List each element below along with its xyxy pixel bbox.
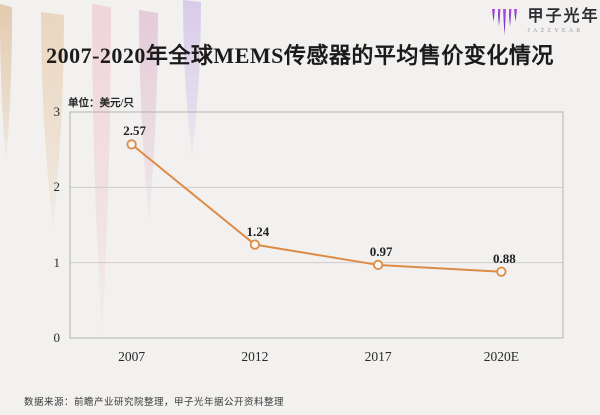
data-point-marker <box>249 239 260 250</box>
data-point-marker <box>126 139 137 150</box>
data-value-label: 0.97 <box>369 243 393 259</box>
logo-text-block: 甲子光年 JAZZYEAR <box>528 8 600 35</box>
brush-stroke-decoration <box>139 10 158 220</box>
brush-stroke-decoration <box>92 4 111 333</box>
data-value-label: 0.88 <box>493 250 516 266</box>
logo-brand-name: 甲子光年 <box>527 8 600 25</box>
logo-brand-subtitle: JAZZYEAR <box>527 28 584 34</box>
jazzyear-logo-icon <box>492 9 520 36</box>
price-line <box>130 143 502 273</box>
x-axis-category-label: 2012 <box>241 349 269 364</box>
unit-label: 单位：美元/只 <box>68 98 134 109</box>
y-axis-tick-label: 1 <box>53 254 61 270</box>
data-point-marker <box>373 259 384 271</box>
background-decorations <box>0 0 201 333</box>
x-axis-category-label: 2017 <box>364 349 392 364</box>
y-axis-tick-label: 0 <box>53 330 61 345</box>
y-axis-tick-label: 3 <box>53 104 61 119</box>
source-note: 数据来源：前瞻产业研究院整理，甲子光年据公开资料整理 <box>24 398 285 408</box>
plot-border <box>69 111 564 339</box>
brush-stroke-decoration <box>0 4 13 162</box>
line-chart <box>69 111 564 339</box>
y-axis-tick-label: 2 <box>53 179 61 195</box>
brush-stroke-decoration <box>41 12 64 227</box>
jazzyear-logo: 甲子光年 JAZZYEAR <box>492 8 600 36</box>
data-value-label: 2.57 <box>123 123 146 139</box>
chart-title: 2007-2020年全球MEMS传感器的平均售价变化情况 <box>46 43 554 68</box>
data-point-marker <box>496 266 507 277</box>
x-axis-category-label: 2007 <box>118 349 146 364</box>
brush-stroke-decoration <box>183 0 201 157</box>
data-value-label: 1.24 <box>246 223 270 239</box>
x-axis-category-label: 2020E <box>483 349 519 364</box>
